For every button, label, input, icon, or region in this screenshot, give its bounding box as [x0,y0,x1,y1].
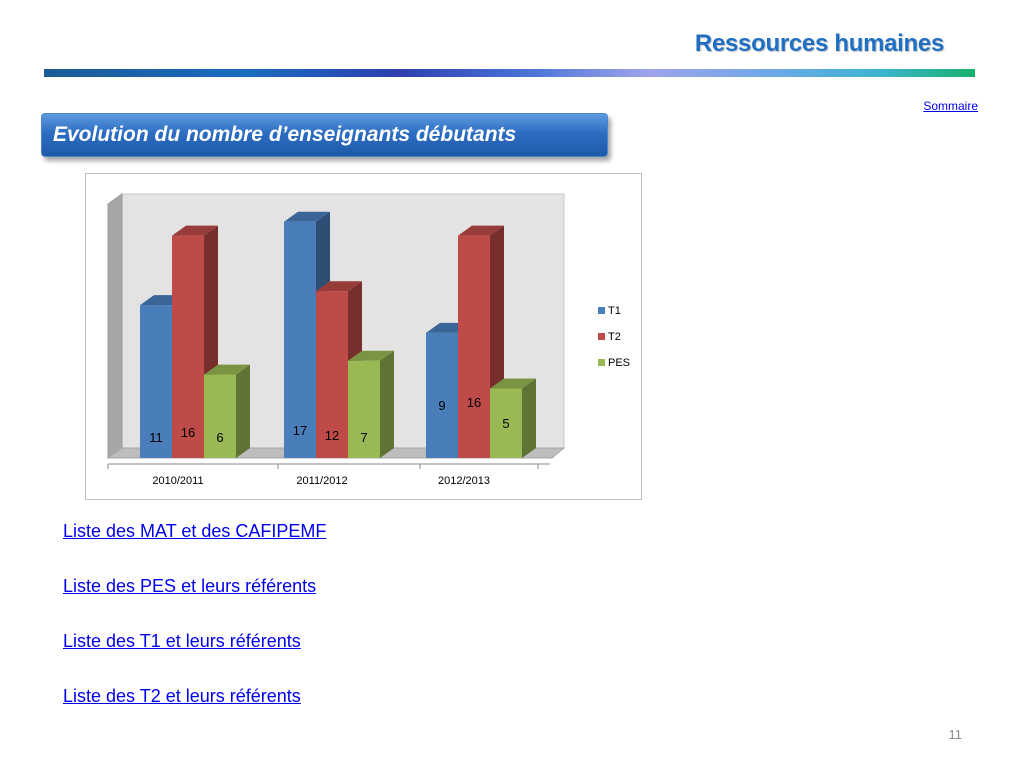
bar-pes-2-top [490,378,536,389]
bar-t2-0-top [172,225,218,236]
section-title-text: Evolution du nombre d’enseignants débuta… [53,123,517,146]
link-mat-cafipemf[interactable]: Liste des MAT et des CAFIPEMF [63,521,327,541]
chart-side-wall [107,193,123,459]
data-label: 11 [149,430,163,445]
chart-frame: 11 16 6 2010/2011 17 12 7 2011/2012 9 16 5 2012/201… [85,173,642,500]
bar-pes-0-side [236,364,250,458]
legend-label-t2: T2 [608,331,621,343]
bar-t2-0 [172,235,204,458]
bar-t1-2 [426,332,458,458]
bar-pes-1-top [348,350,394,361]
legend-swatch-pes [598,359,605,366]
bar-pes-1-side [380,350,394,458]
section-title-banner: Evolution du nombre d’enseignants débuta… [41,113,608,157]
legend-label-t1: T1 [608,305,621,317]
bar-t1-1-top [284,211,330,222]
bar-t2-1-top [316,281,362,292]
link-pes-referents[interactable]: Liste des PES et leurs référents [63,576,317,596]
bar-t2-1 [316,291,348,458]
bar-pes-2 [490,388,522,458]
bar-t2-2 [458,235,490,458]
bar-chart: 11 16 6 2010/2011 17 12 7 2011/2012 9 16 5 2012/201… [106,193,630,487]
sommaire-link[interactable]: Sommaire [923,99,978,113]
x-tick-label: 2010/2011 [152,475,203,487]
data-label: 17 [293,423,307,438]
bar-pes-0-top [204,364,250,375]
bar-t1-1 [284,221,316,458]
legend-swatch-t2 [598,333,605,340]
header-title: Ressources humaines [694,30,944,57]
data-label: 7 [360,430,367,445]
data-label: 16 [467,395,481,410]
page-number: 11 [948,727,963,742]
bar-t1-0 [140,305,172,458]
header-gradient-bar [44,69,975,77]
legend-swatch-t1 [598,307,605,314]
data-label: 12 [325,428,339,443]
data-label: 6 [216,430,223,445]
data-label: 5 [502,416,509,431]
x-tick-label: 2011/2012 [296,475,347,487]
data-label: 9 [438,398,445,413]
bar-pes-2-side [522,378,536,458]
bar-pes-1 [348,360,380,458]
link-t2-referents[interactable]: Liste des T2 et leurs référents [63,686,301,706]
bar-pes-0 [204,374,236,458]
legend-label-pes: PES [608,357,630,369]
link-t1-referents[interactable]: Liste des T1 et leurs référents [63,631,301,651]
bar-t2-2-top [458,225,504,236]
x-tick-label: 2012/2013 [438,475,490,487]
data-label: 16 [181,425,195,440]
